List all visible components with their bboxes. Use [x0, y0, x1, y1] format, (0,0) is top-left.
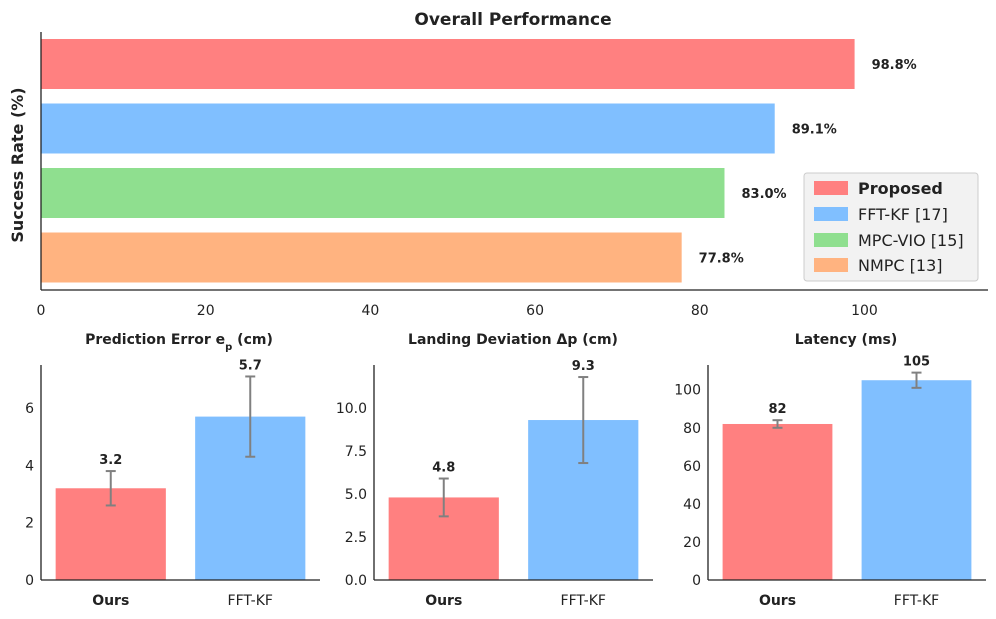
landing-deviation-ytick-0-0: 0.0	[345, 573, 367, 589]
top-xtick-20: 20	[197, 303, 215, 319]
landing-deviation-ytick-7-5: 7.5	[345, 444, 367, 460]
top-xtick-60: 60	[526, 303, 544, 319]
top-value-label-fft-kf-17: 89.1%	[792, 123, 837, 138]
latency-category-label-fft-kf: FFT-KF	[894, 593, 939, 609]
landing-deviation-ytick-10-0: 10.0	[336, 401, 367, 417]
legend-box	[803, 172, 979, 282]
prediction-error-value-label-ours: 3.2	[99, 453, 122, 468]
legend-swatch-nmpc	[814, 258, 848, 272]
top-chart-title: Overall Performance	[414, 10, 611, 30]
legend-swatch-proposed	[814, 181, 848, 195]
latency-bar-fft-kf	[861, 380, 972, 580]
top-chart-xticks: 0 20 40 60 80 100	[37, 303, 878, 319]
latency-ytick-100: 100	[674, 383, 701, 399]
prediction-error-ytick-4: 4	[25, 458, 34, 474]
landing-deviation-category-label-ours: Ours	[425, 593, 462, 609]
latency-value-label-fft-kf: 105	[903, 355, 930, 370]
top-bar-fft-kf-17	[41, 103, 775, 154]
latency-ytick-60: 60	[683, 459, 701, 475]
landing-deviation-ytick-2-5: 2.5	[345, 530, 367, 546]
legend-swatch-fftkf	[814, 207, 848, 221]
latency-title: Latency (ms)	[795, 332, 898, 348]
top-value-label-nmpc-13: 77.8%	[699, 252, 744, 267]
landing-deviation-chart: 4.8 Ours 9.3 FFT-KF 0.0 2.5 5.0 7.5 10.0	[336, 359, 653, 609]
top-xtick-100: 100	[851, 303, 878, 319]
latency-ytick-20: 20	[683, 535, 701, 551]
latency-value-label-ours: 82	[768, 402, 786, 417]
prediction-error-value-label-fft-kf: 5.7	[239, 358, 262, 373]
top-bar-nmpc-13	[41, 232, 682, 283]
top-xtick-40: 40	[361, 303, 379, 319]
prediction-error-category-label-fft-kf: FFT-KF	[228, 593, 273, 609]
top-xtick-0: 0	[37, 303, 46, 319]
latency-category-label-ours: Ours	[759, 593, 796, 609]
top-chart-ylabel: Success Rate (%)	[8, 87, 27, 242]
legend-label-fftkf: FFT-KF [17]	[858, 205, 948, 224]
prediction-error-title: Prediction Error ep (cm)	[85, 332, 273, 353]
latency-ytick-80: 80	[683, 421, 701, 437]
landing-deviation-value-label-ours: 4.8	[432, 461, 455, 476]
top-xtick-80: 80	[691, 303, 709, 319]
latency-ytick-0: 0	[692, 573, 701, 589]
landing-deviation-title: Landing Deviation Δp (cm)	[408, 332, 618, 348]
top-chart-bars: 98.8% 89.1% 83.0% 77.8%	[41, 39, 917, 283]
landing-deviation-category-label-fft-kf: FFT-KF	[561, 593, 606, 609]
legend-label-proposed: Proposed	[858, 179, 943, 198]
legend-swatch-mpcvio	[814, 233, 848, 247]
legend-label-nmpc: NMPC [13]	[858, 256, 943, 275]
landing-deviation-value-label-fft-kf: 9.3	[572, 359, 595, 374]
legend: Proposed FFT-KF [17] MPC-VIO [15] NMPC […	[803, 172, 979, 282]
top-bar-proposed	[41, 39, 855, 89]
landing-deviation-ytick-5-0: 5.0	[345, 487, 367, 503]
prediction-error-ytick-0: 0	[25, 573, 34, 589]
latency-bar-ours	[722, 423, 833, 580]
top-bar-mpc-vio-15	[41, 168, 725, 218]
latency-ytick-40: 40	[683, 497, 701, 513]
top-value-label-mpc-vio-15: 83.0%	[741, 187, 786, 202]
latency-chart: 82 Ours 105 FFT-KF 0 20 40 60 80 100	[674, 355, 986, 609]
prediction-error-chart: 3.2 Ours 5.7 FFT-KF 0 2 4 6	[25, 358, 320, 609]
prediction-error-ytick-6: 6	[25, 401, 34, 417]
legend-label-mpcvio: MPC-VIO [15]	[858, 231, 964, 250]
prediction-error-ytick-2: 2	[25, 516, 34, 532]
prediction-error-category-label-ours: Ours	[92, 593, 129, 609]
top-value-label-proposed: 98.8%	[872, 58, 917, 73]
